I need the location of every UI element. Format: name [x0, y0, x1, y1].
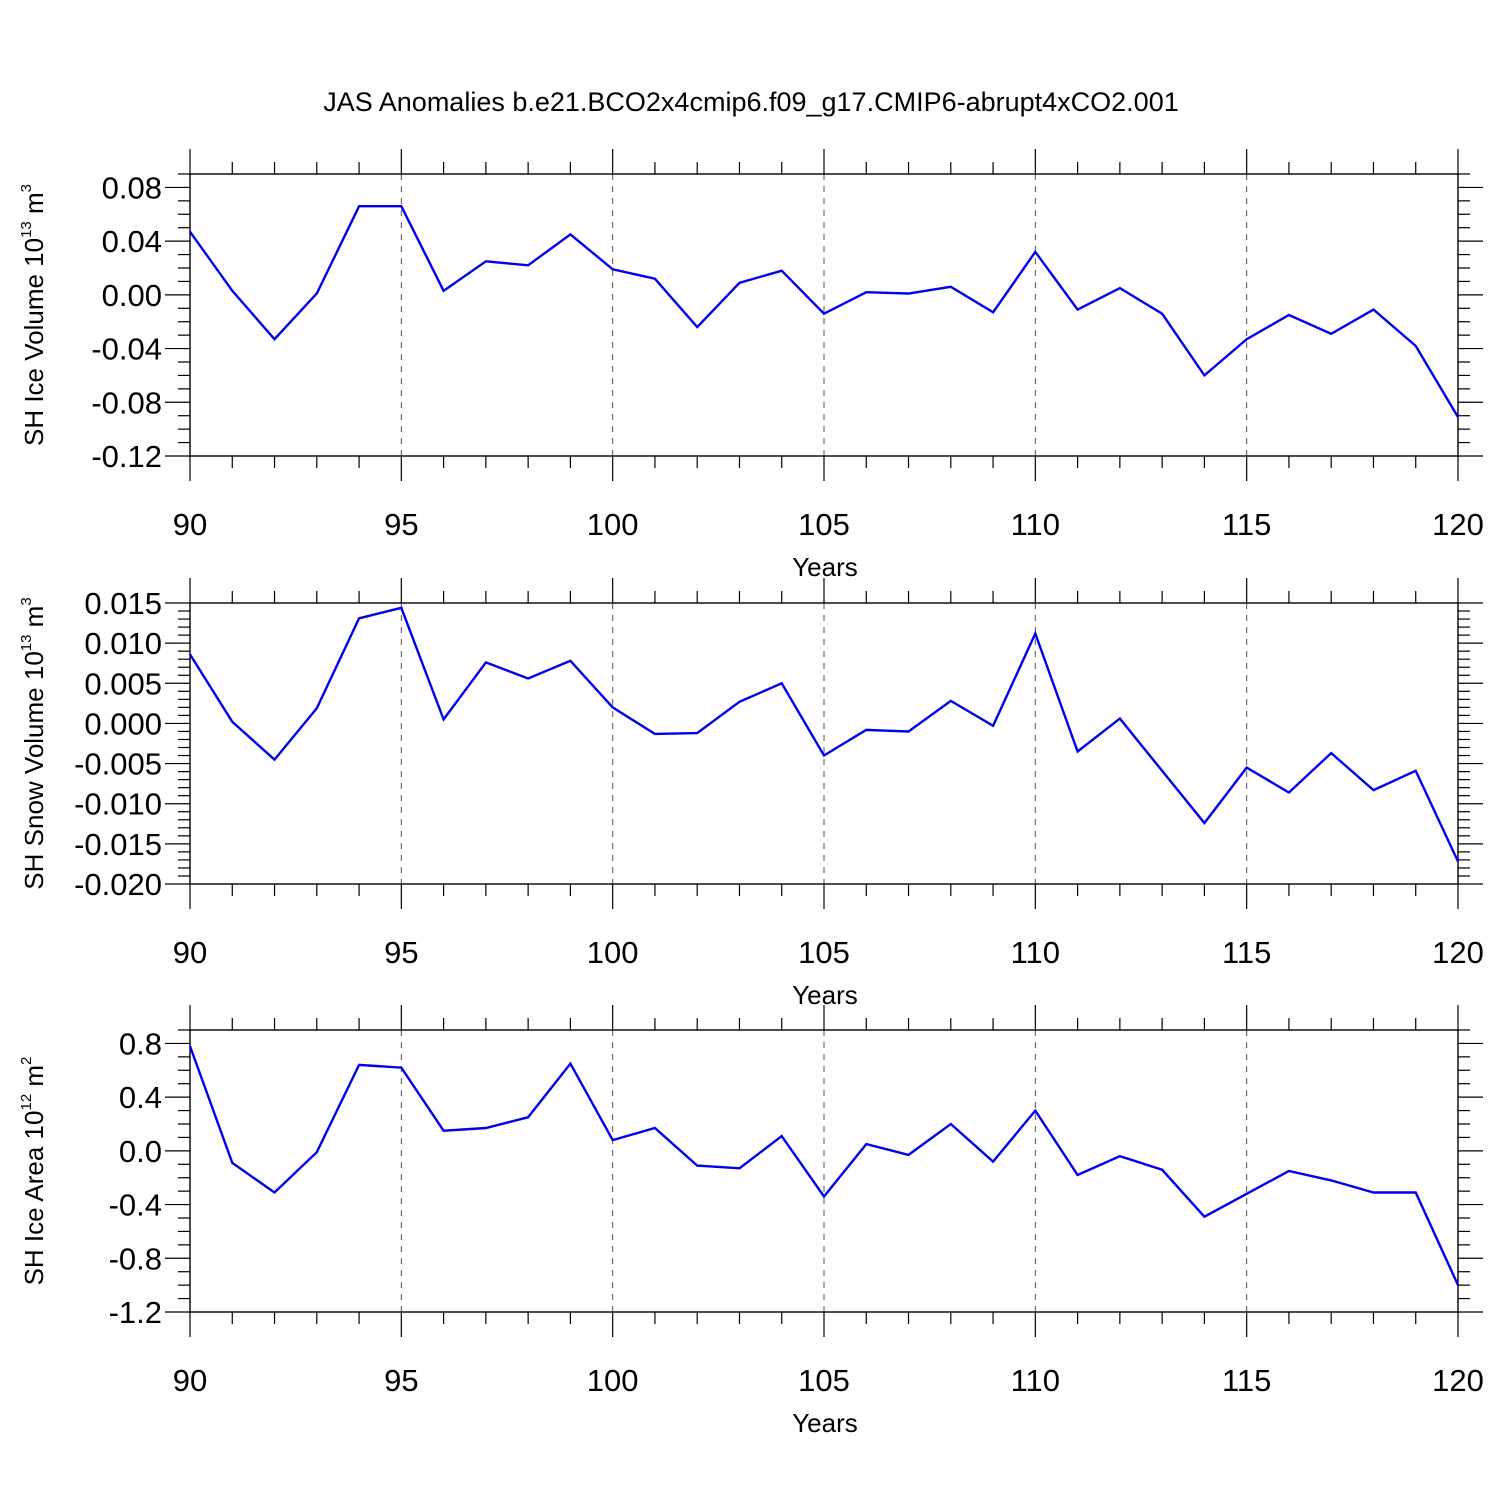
x-tick-label: 120 — [1432, 1363, 1484, 1398]
figure-title: JAS Anomalies b.e21.BCO2x4cmip6.f09_g17.… — [323, 87, 1178, 117]
y-axis-title-unit-exponent: 3 — [18, 184, 35, 192]
plot-frame — [189, 173, 1459, 457]
x-tick-label: 105 — [798, 935, 850, 970]
series-line — [189, 204, 1460, 418]
y-axis-title-main: SH Ice Volume 10 — [19, 238, 49, 446]
panel-ice-area: -1.2 -0.8 -0.4 0.0 0.4 0.8 90 95 100 105 110 115 120… — [18, 1005, 1484, 1438]
y-tick-label: -0.08 — [91, 385, 162, 420]
x-tick-label: 100 — [587, 1363, 639, 1398]
plot-frame — [189, 1029, 1459, 1313]
x-tick-label: 90 — [173, 1363, 207, 1398]
x-tick-label: 105 — [798, 507, 850, 542]
x-tick-label: 110 — [1011, 507, 1060, 542]
x-tick-label: 115 — [1222, 935, 1271, 970]
y-tick-label: 0.04 — [102, 224, 162, 259]
x-tick-label: 95 — [384, 1363, 418, 1398]
y-tick-label: 0.00 — [102, 278, 162, 313]
y-tick-label: 0.000 — [84, 706, 162, 741]
y-tick-label: -1.2 — [109, 1295, 162, 1330]
y-tick-label: 0.0 — [119, 1134, 162, 1169]
y-tick-label: 0.8 — [119, 1026, 162, 1061]
x-tick-label: 120 — [1432, 507, 1484, 542]
x-axis-title: Years — [792, 1408, 858, 1438]
y-axis-title-main: SH Snow Volume 10 — [19, 651, 49, 889]
y-tick-label: -0.015 — [74, 827, 162, 862]
x-tick-label: 120 — [1432, 935, 1484, 970]
y-tick-label: 0.4 — [119, 1080, 162, 1115]
y-axis-title-exponent: 12 — [18, 1094, 35, 1111]
y-axis-title-main: SH Ice Area 10 — [19, 1111, 49, 1286]
y-axis-title-exponent: 13 — [18, 221, 35, 238]
y-tick-label: -0.04 — [91, 332, 162, 367]
y-axis-title-unit: m — [19, 1065, 49, 1094]
y-axis-title: SH Ice Volume 1013 m3 — [18, 184, 49, 446]
series-line — [188, 606, 1460, 863]
y-axis-title-unit-exponent: 2 — [18, 1057, 35, 1065]
y-tick-label: -0.4 — [109, 1188, 162, 1223]
y-tick-label: 0.005 — [84, 666, 162, 701]
x-tick-label: 100 — [587, 935, 639, 970]
y-tick-label: -0.020 — [74, 867, 162, 902]
y-axis-title-exponent: 13 — [18, 635, 35, 652]
panel-ice-volume: -0.12 -0.08 -0.04 0.00 0.04 0.08 90 95 100 105 110… — [18, 149, 1484, 582]
panels: -0.12 -0.08 -0.04 0.00 0.04 0.08 90 95 100 105 110… — [18, 149, 1484, 1438]
y-axis-title-unit: m — [19, 606, 49, 635]
y-tick-label: 0.015 — [84, 586, 162, 621]
series-line — [188, 1045, 1460, 1286]
x-axis-title: Years — [792, 552, 858, 582]
panel-snow-volume: -0.020 -0.015 -0.010 -0.005 0.000 0.005 0.010 0… — [18, 578, 1484, 1010]
x-tick-label: 100 — [587, 507, 639, 542]
x-tick-label: 90 — [173, 935, 207, 970]
x-tick-label: 110 — [1011, 935, 1060, 970]
x-tick-label: 95 — [384, 507, 418, 542]
y-axis-title-unit: m — [19, 192, 49, 221]
x-tick-label: 95 — [384, 935, 418, 970]
x-tick-label: 110 — [1011, 1363, 1060, 1398]
y-tick-label: 0.08 — [102, 170, 162, 205]
x-axis-title: Years — [792, 980, 858, 1010]
y-axis-title: SH Ice Area 1012 m2 — [18, 1057, 49, 1286]
y-axis-title-unit-exponent: 3 — [18, 597, 35, 605]
y-tick-label: -0.010 — [74, 787, 162, 822]
x-tick-label: 90 — [173, 507, 207, 542]
y-tick-label: -0.8 — [109, 1241, 162, 1276]
plot-frame — [189, 602, 1459, 885]
y-axis-title: SH Snow Volume 1013 m3 — [18, 597, 49, 889]
x-tick-label: 115 — [1222, 1363, 1271, 1398]
y-tick-label: -0.005 — [74, 747, 162, 782]
x-tick-label: 105 — [798, 1363, 850, 1398]
y-tick-label: -0.12 — [91, 439, 162, 474]
x-tick-label: 115 — [1222, 507, 1271, 542]
y-tick-label: 0.010 — [84, 626, 162, 661]
